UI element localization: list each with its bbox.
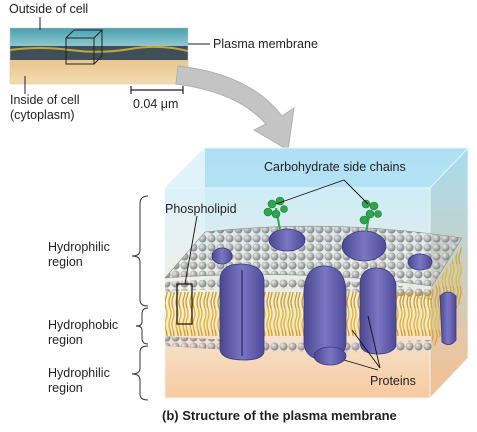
carbohydrate-label: Carbohydrate side chains [264,160,406,174]
zoom-cube-icon [65,29,104,65]
phospholipid-highlight [176,283,193,325]
carbohydrate-chains [263,196,382,233]
plasma-membrane-label: Plasma membrane [213,37,318,51]
scale-bar [130,86,184,94]
zoom-arrow [175,65,295,151]
hydrophilic-bottom-region: region [48,381,83,395]
hydrophilic-top-label: Hydrophilic [48,240,110,254]
micrograph [9,27,189,85]
scale-label: 0.04 μm [133,97,179,111]
outside-of-cell-label: Outside of cell [9,2,89,16]
hydrophobic-label: Hydrophobic [48,318,119,332]
proteins-label: Proteins [370,374,416,388]
inside-of-cell-label: Inside of cell [10,93,80,107]
membrane-proteins [211,228,457,366]
hydrophilic-top-region: region [48,255,83,269]
model-leaders [184,179,381,371]
hydrophobic-region: region [48,333,83,347]
phospholipid-label: Phospholipid [165,202,237,216]
cytoplasm-label: (cytoplasm) [10,108,75,122]
figure-caption: (b) Structure of the plasma membrane [162,408,397,423]
region-braces [131,195,149,401]
hydrophilic-bottom-label: Hydrophilic [48,366,110,380]
